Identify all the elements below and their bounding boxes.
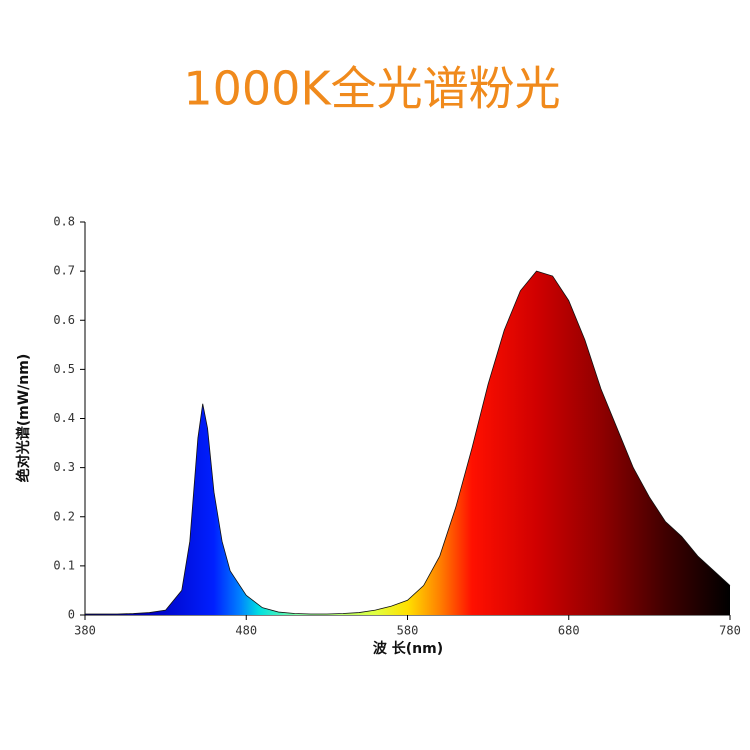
y-axis-title: 绝对光谱(mW/nm) — [15, 354, 32, 483]
x-tick-label: 580 — [397, 624, 419, 638]
y-tick-label: 0 — [68, 608, 75, 622]
spectrum-line — [85, 270, 731, 615]
x-axis-title: 波 长(nm) — [373, 640, 443, 657]
y-tick-label: 0.3 — [53, 460, 75, 474]
y-tick-label: 0.4 — [53, 411, 75, 425]
x-tick-label: 480 — [235, 624, 257, 638]
x-tick-label: 380 — [74, 624, 96, 638]
y-tick-label: 0.6 — [53, 313, 75, 327]
spectrum-area — [85, 271, 730, 615]
chart-title: 1000K全光谱粉光 — [183, 62, 560, 116]
x-tick-label: 680 — [558, 624, 580, 638]
y-tick-label: 0.7 — [53, 264, 75, 278]
y-tick-label: 0.2 — [53, 509, 75, 523]
y-tick-label: 0.1 — [53, 558, 75, 572]
y-tick-label: 0.8 — [53, 215, 75, 229]
y-tick-label: 0.5 — [53, 362, 75, 376]
x-tick-label: 780 — [719, 624, 741, 638]
